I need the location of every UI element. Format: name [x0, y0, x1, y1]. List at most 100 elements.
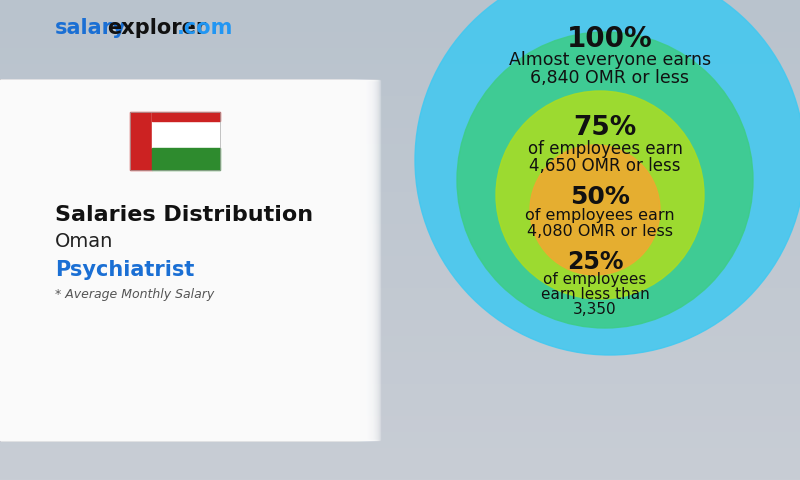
Bar — [0, 80, 355, 440]
Bar — [0, 384, 800, 385]
Bar — [0, 120, 800, 121]
Bar — [0, 104, 800, 105]
Bar — [0, 55, 800, 56]
Bar — [0, 80, 378, 440]
Bar — [0, 329, 800, 330]
Bar — [0, 455, 800, 456]
Bar — [0, 331, 800, 332]
Bar — [0, 405, 800, 406]
Bar — [0, 14, 800, 15]
Bar — [0, 80, 200, 440]
Bar — [0, 80, 351, 440]
Bar — [0, 57, 800, 58]
Bar — [0, 326, 800, 327]
Bar — [0, 465, 800, 466]
Bar — [0, 80, 38, 440]
Bar — [0, 80, 15, 440]
Bar — [0, 80, 70, 440]
Bar — [0, 80, 325, 440]
Bar — [0, 80, 358, 440]
Bar — [0, 80, 259, 440]
Bar — [0, 80, 140, 440]
Bar — [0, 80, 359, 440]
Bar — [0, 131, 800, 132]
Bar — [0, 257, 800, 258]
Bar — [0, 96, 800, 97]
Bar — [0, 80, 163, 440]
Bar — [0, 235, 800, 236]
Bar — [0, 322, 800, 323]
Bar — [0, 80, 223, 440]
Bar — [0, 450, 800, 451]
Bar — [0, 80, 20, 440]
Bar — [0, 80, 210, 440]
Bar — [0, 80, 238, 440]
Bar — [0, 245, 800, 246]
Bar — [0, 446, 800, 447]
Bar — [0, 6, 800, 7]
Bar — [0, 80, 253, 440]
Bar — [0, 80, 318, 440]
Bar — [0, 80, 91, 440]
Text: * Average Monthly Salary: * Average Monthly Salary — [55, 288, 214, 301]
Bar — [0, 80, 32, 440]
Bar — [0, 181, 800, 182]
Bar — [0, 193, 800, 194]
Bar — [0, 318, 800, 319]
Bar — [0, 172, 800, 173]
Bar — [0, 80, 110, 440]
Bar — [0, 476, 800, 477]
Bar — [0, 466, 800, 467]
Bar — [0, 169, 800, 170]
Bar — [0, 418, 800, 419]
Bar — [0, 123, 800, 124]
Bar — [0, 113, 800, 114]
Bar — [0, 65, 800, 66]
Bar — [0, 428, 800, 429]
Bar — [0, 80, 103, 440]
Bar — [0, 217, 800, 218]
Bar — [0, 80, 48, 440]
Bar — [0, 210, 800, 211]
Bar — [0, 253, 800, 254]
Bar — [0, 152, 800, 153]
Bar — [0, 80, 327, 440]
Bar — [0, 80, 126, 440]
Bar — [0, 80, 44, 440]
Bar — [0, 80, 162, 440]
Bar — [0, 80, 179, 440]
Bar — [0, 80, 187, 440]
Bar — [0, 80, 376, 440]
Bar — [0, 287, 800, 288]
Bar — [0, 80, 65, 440]
Bar — [0, 80, 360, 440]
Bar — [0, 264, 800, 265]
Bar — [0, 85, 800, 86]
Bar — [0, 80, 244, 440]
Bar — [0, 345, 800, 346]
Bar — [0, 80, 361, 440]
Bar — [0, 69, 800, 70]
Bar — [0, 80, 289, 440]
Bar — [0, 24, 800, 25]
Bar — [0, 281, 800, 282]
Bar — [0, 80, 333, 440]
Bar — [0, 80, 313, 440]
Bar — [0, 189, 800, 190]
Bar — [0, 80, 266, 440]
Bar — [0, 267, 800, 268]
Bar — [0, 138, 800, 139]
Bar — [0, 80, 342, 440]
Bar — [0, 380, 800, 381]
Bar — [0, 80, 334, 440]
Bar — [0, 80, 255, 440]
Bar — [0, 78, 800, 79]
Bar — [0, 429, 800, 430]
Bar — [0, 107, 800, 108]
Bar — [0, 205, 800, 206]
Bar — [0, 296, 800, 297]
Bar — [0, 80, 117, 440]
Bar — [0, 434, 800, 435]
Bar — [0, 80, 14, 440]
Bar — [0, 1, 800, 2]
